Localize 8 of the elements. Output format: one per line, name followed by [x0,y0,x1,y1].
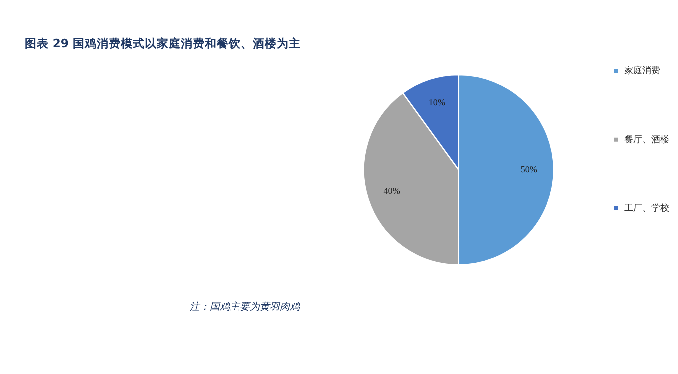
data-label: 50% [520,164,538,175]
text: 注：国鸡主要为黄羽肉鸡 [190,300,302,313]
legend-label: 工厂、学校 [624,202,670,214]
legend-label: 餐厅、酒楼 [624,134,670,146]
data-label: 40% [384,186,401,196]
text: 图表 29 国鸡消费模式以家庭消费和餐饮、酒楼为主 [24,36,301,51]
data-label: 10% [428,98,446,108]
legend-label: 家庭消费 [624,66,660,77]
